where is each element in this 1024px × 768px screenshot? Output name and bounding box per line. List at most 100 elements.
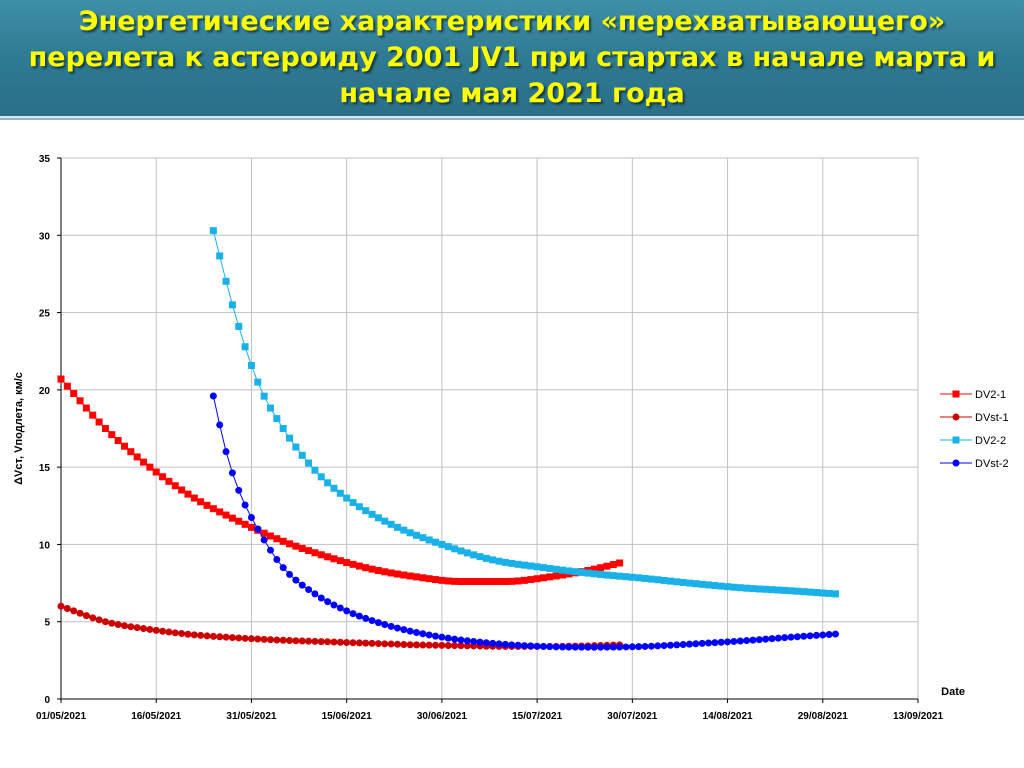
data-point-dv2-2 <box>514 560 522 568</box>
data-point-dv2-1 <box>146 463 154 471</box>
data-point-dv2-1 <box>603 562 611 570</box>
data-point-dvst-2 <box>787 633 795 641</box>
data-point-dv2-1 <box>520 576 528 584</box>
data-point-dv2-1 <box>412 573 420 581</box>
data-point-dvst-1 <box>114 621 122 629</box>
data-point-dvst-2 <box>222 448 230 456</box>
data-point-dv2-1 <box>444 577 452 585</box>
data-point-dv2-1 <box>165 477 173 485</box>
data-point-dvst-2 <box>292 576 300 584</box>
data-point-dv2-2 <box>654 576 662 584</box>
legend-marker <box>952 390 960 398</box>
legend-marker <box>952 436 960 444</box>
legend-item-dvst-2: DVst-2 <box>940 458 1009 470</box>
data-point-dv2-2 <box>616 572 624 580</box>
y-tick-label: 15 <box>39 463 51 474</box>
data-point-dv2-1 <box>197 498 205 506</box>
data-point-dvst-1 <box>279 636 287 644</box>
data-point-dv2-2 <box>305 459 313 467</box>
data-point-dv2-2 <box>324 479 332 487</box>
data-point-dv2-1 <box>159 473 167 481</box>
data-point-dv2-1 <box>209 505 217 513</box>
data-point-dv2-2 <box>762 585 770 593</box>
data-point-dvst-2 <box>679 640 687 648</box>
data-point-dvst-2 <box>711 639 719 647</box>
data-point-dvst-2 <box>559 643 567 651</box>
y-axis-title: ΔVст, Vподлета, км/с <box>13 372 25 485</box>
x-tick-label: 16/05/2021 <box>131 711 181 722</box>
data-point-dv2-2 <box>685 579 693 587</box>
data-point-dv2-2 <box>571 568 579 576</box>
data-point-dv2-1 <box>387 569 395 577</box>
data-point-dvst-2 <box>311 590 319 598</box>
data-point-dv2-2 <box>559 566 567 574</box>
chart-background <box>0 120 1024 768</box>
data-point-dvst-2 <box>743 637 751 645</box>
data-point-dvst-2 <box>247 514 255 522</box>
data-point-dvst-2 <box>578 643 586 651</box>
data-point-dv2-2 <box>597 570 605 578</box>
data-point-dvst-2 <box>330 601 338 609</box>
x-tick-label: 31/05/2021 <box>226 711 276 722</box>
data-point-dv2-1 <box>343 559 351 567</box>
x-tick-label: 15/07/2021 <box>512 711 562 722</box>
data-point-dv2-1 <box>216 508 224 516</box>
data-point-dvst-2 <box>806 632 814 640</box>
data-point-dv2-1 <box>241 520 249 528</box>
data-point-dvst-1 <box>298 637 306 645</box>
data-point-dv2-1 <box>184 490 192 498</box>
data-point-dvst-1 <box>317 638 325 646</box>
data-point-dvst-2 <box>698 639 706 647</box>
y-tick-label: 5 <box>44 618 50 629</box>
data-point-dv2-1 <box>400 571 408 579</box>
data-point-dvst-2 <box>286 570 294 578</box>
data-point-dvst-1 <box>286 637 294 645</box>
data-point-dv2-2 <box>812 589 820 597</box>
data-point-dv2-2 <box>819 589 827 597</box>
data-point-dvst-1 <box>336 638 344 646</box>
data-point-dvst-1 <box>108 619 116 627</box>
data-point-dvst-1 <box>425 641 433 649</box>
data-point-dv2-1 <box>203 501 211 509</box>
data-point-dvst-2 <box>622 643 630 651</box>
data-point-dv2-2 <box>209 227 217 235</box>
data-point-dv2-1 <box>355 562 363 570</box>
data-point-dv2-1 <box>108 431 116 439</box>
data-point-dvst-1 <box>463 642 471 650</box>
data-point-dv2-2 <box>235 322 243 330</box>
data-point-dvst-2 <box>616 643 624 651</box>
data-point-dvst-2 <box>489 639 497 647</box>
data-point-dvst-1 <box>343 638 351 646</box>
data-point-dvst-1 <box>235 634 243 642</box>
data-point-dvst-2 <box>654 642 662 650</box>
data-point-dvst-2 <box>406 627 414 635</box>
data-point-dvst-2 <box>736 637 744 645</box>
data-point-dvst-2 <box>730 637 738 645</box>
data-point-dvst-1 <box>400 641 408 649</box>
data-point-dv2-1 <box>533 575 541 583</box>
data-point-dvst-2 <box>533 642 541 650</box>
data-point-dvst-2 <box>571 643 579 651</box>
data-point-dv2-1 <box>552 572 560 580</box>
data-point-dv2-1 <box>406 572 414 580</box>
data-point-dv2-2 <box>628 573 636 581</box>
data-point-dv2-2 <box>692 580 700 588</box>
data-point-dvst-2 <box>482 639 490 647</box>
data-point-dvst-2 <box>717 638 725 646</box>
legend-item-dvst-1: DVst-1 <box>940 412 1009 424</box>
data-point-dvst-2 <box>393 624 401 632</box>
data-point-dvst-2 <box>457 636 465 644</box>
data-point-dv2-1 <box>82 404 90 412</box>
data-point-dvst-1 <box>432 641 440 649</box>
data-point-dvst-2 <box>565 643 573 651</box>
data-point-dv2-1 <box>362 564 370 572</box>
data-point-dvst-2 <box>520 642 528 650</box>
data-point-dvst-2 <box>641 642 649 650</box>
data-point-dvst-2 <box>660 642 668 650</box>
x-tick-label: 13/09/2021 <box>893 711 943 722</box>
data-point-dv2-1 <box>260 529 268 537</box>
data-point-dvst-2 <box>768 635 776 643</box>
data-point-dvst-2 <box>527 642 535 650</box>
series-dv2-2 <box>209 227 839 598</box>
data-point-dv2-1 <box>228 514 236 522</box>
